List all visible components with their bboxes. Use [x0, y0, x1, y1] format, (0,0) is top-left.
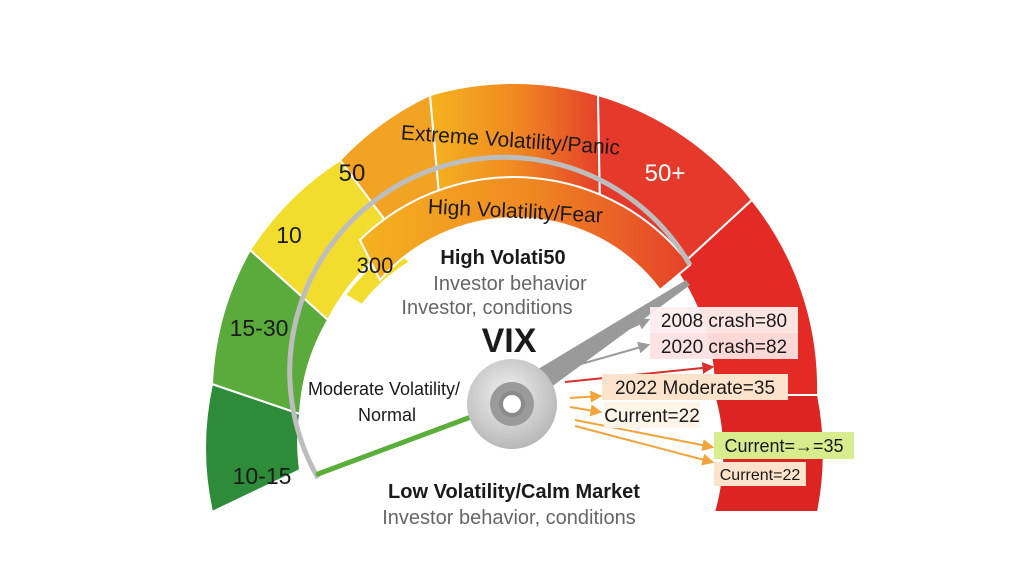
moderate-volatility-line1: Moderate Volatility/: [308, 379, 460, 399]
callout-2022: 2022 Moderate=35: [602, 374, 788, 400]
investor-conditions-text: Investor, conditions: [401, 297, 572, 319]
callout-current-35-text: Current=→=35: [724, 436, 843, 456]
callout-current-22-text: Current=22: [604, 406, 700, 427]
moderate-volatility-line2: Normal: [358, 405, 416, 425]
callout-current-22-small: Current=22: [714, 462, 806, 486]
callout-current-35: Current=→=35: [714, 432, 854, 459]
label-300: 300: [357, 253, 394, 278]
label-15-30: 15-30: [230, 315, 289, 341]
label-10-15: 10-15: [233, 463, 292, 489]
low-volatility-subtitle: Investor behavior, conditions: [382, 507, 636, 529]
inner-gray-arc: [287, 154, 693, 480]
callout-current-22-small-text: Current=22: [720, 467, 801, 484]
callout-2020: 2020 crash=82: [650, 333, 798, 359]
low-volatility-title: Low Volatility/Calm Market: [388, 481, 640, 503]
vix-title: VIX: [482, 322, 537, 360]
green-needle: [315, 405, 498, 477]
label-50-plus: 50+: [645, 160, 686, 187]
label-10: 10: [276, 222, 302, 248]
callout-2022-text: 2022 Moderate=35: [615, 378, 775, 399]
investor-behavior-text: Investor behavior: [433, 273, 587, 295]
callout-2008: 2008 crash=80: [650, 307, 798, 333]
callout-2008-text: 2008 crash=80: [661, 311, 787, 332]
gauge-hub-inner: [499, 391, 525, 417]
inner-ring: [287, 154, 693, 480]
high-volatility-title: High Volati50: [440, 247, 565, 269]
callout-2020-text: 2020 crash=82: [661, 337, 787, 358]
label-50: 50: [339, 160, 366, 187]
callout-current-22: Current=22: [604, 402, 700, 428]
